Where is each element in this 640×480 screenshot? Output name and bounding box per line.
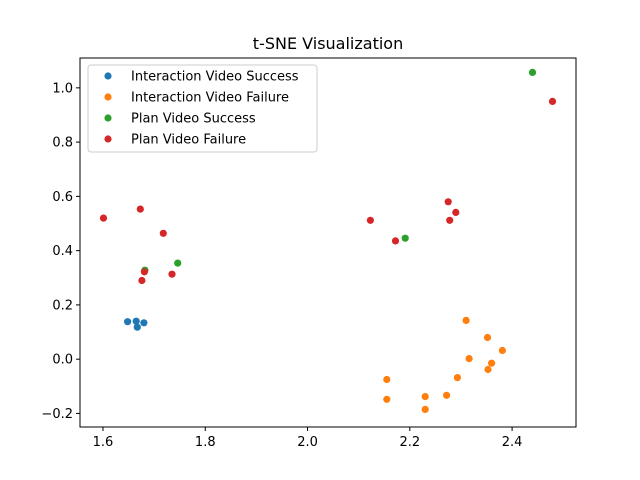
chart-title: t-SNE Visualization <box>253 34 403 53</box>
legend-label-2: Plan Video Success <box>131 112 256 127</box>
data-point-series-1-7 <box>465 355 473 363</box>
x-tick-label: 1.6 <box>93 435 114 450</box>
x-tick-label: 2.2 <box>399 435 420 450</box>
data-point-series-2-3 <box>528 68 537 76</box>
data-point-series-3-7 <box>391 237 400 245</box>
data-point-series-0-1 <box>132 317 140 325</box>
data-point-series-0-0 <box>124 318 132 326</box>
x-tick-label: 2.0 <box>297 435 318 450</box>
legend: Interaction Video Success Interaction Vid… <box>87 64 318 153</box>
legend-marker-3 <box>104 135 112 143</box>
x-tick-label: 1.8 <box>195 435 216 450</box>
data-point-series-3-11 <box>548 97 557 105</box>
data-point-series-1-10 <box>488 359 496 367</box>
y-tick-label: 0.6 <box>52 190 73 205</box>
data-point-series-3-0 <box>99 214 108 222</box>
legend-box <box>87 64 318 153</box>
data-point-series-1-0 <box>383 375 391 384</box>
plot-frame <box>79 57 577 428</box>
x-axis: 1.6 1.8 2.0 2.2 2.4 <box>93 427 523 450</box>
data-point-series-1-2 <box>421 393 429 401</box>
data-point-series-3-4 <box>140 268 148 276</box>
legend-marker-1 <box>104 93 112 101</box>
y-axis: −0.2 0.0 0.2 0.4 0.6 0.8 1.0 <box>41 81 80 422</box>
data-point-series-3-2 <box>159 229 167 237</box>
data-point-series-3-6 <box>366 216 374 224</box>
y-tick-label: −0.2 <box>41 407 73 422</box>
data-point-series-1-4 <box>443 391 451 399</box>
data-point-series-0-3 <box>140 319 148 327</box>
data-point-series-3-8 <box>444 198 452 206</box>
data-point-series-3-3 <box>168 270 176 278</box>
data-point-series-3-10 <box>452 208 460 216</box>
legend-label-3: Plan Video Failure <box>131 133 246 148</box>
data-point-series-1-8 <box>483 333 492 342</box>
data-point-series-3-9 <box>446 216 454 224</box>
legend-marker-0 <box>104 72 112 80</box>
x-tick-label: 2.4 <box>502 435 523 450</box>
data-point-series-2-1 <box>174 259 182 267</box>
data-point-series-1-1 <box>383 395 391 403</box>
data-point-series-1-3 <box>421 405 429 413</box>
data-point-series-0-2 <box>133 323 141 331</box>
data-point-series-2-2 <box>401 234 409 242</box>
y-tick-label: 0.8 <box>52 136 73 151</box>
y-tick-label: 0.0 <box>52 353 73 368</box>
points-layer <box>99 68 557 413</box>
legend-label-0: Interaction Video Success <box>131 70 299 85</box>
data-point-series-1-11 <box>498 346 506 355</box>
data-point-series-1-9 <box>484 365 492 374</box>
y-tick-label: 1.0 <box>52 81 73 96</box>
data-point-series-1-6 <box>462 316 470 324</box>
data-point-series-3-5 <box>138 276 146 285</box>
y-tick-label: 0.4 <box>52 244 73 259</box>
data-point-series-3-1 <box>136 205 144 213</box>
y-tick-label: 0.2 <box>52 298 73 313</box>
legend-label-1: Interaction Video Failure <box>131 91 289 106</box>
data-point-series-1-5 <box>453 374 461 382</box>
legend-marker-2 <box>104 114 112 122</box>
